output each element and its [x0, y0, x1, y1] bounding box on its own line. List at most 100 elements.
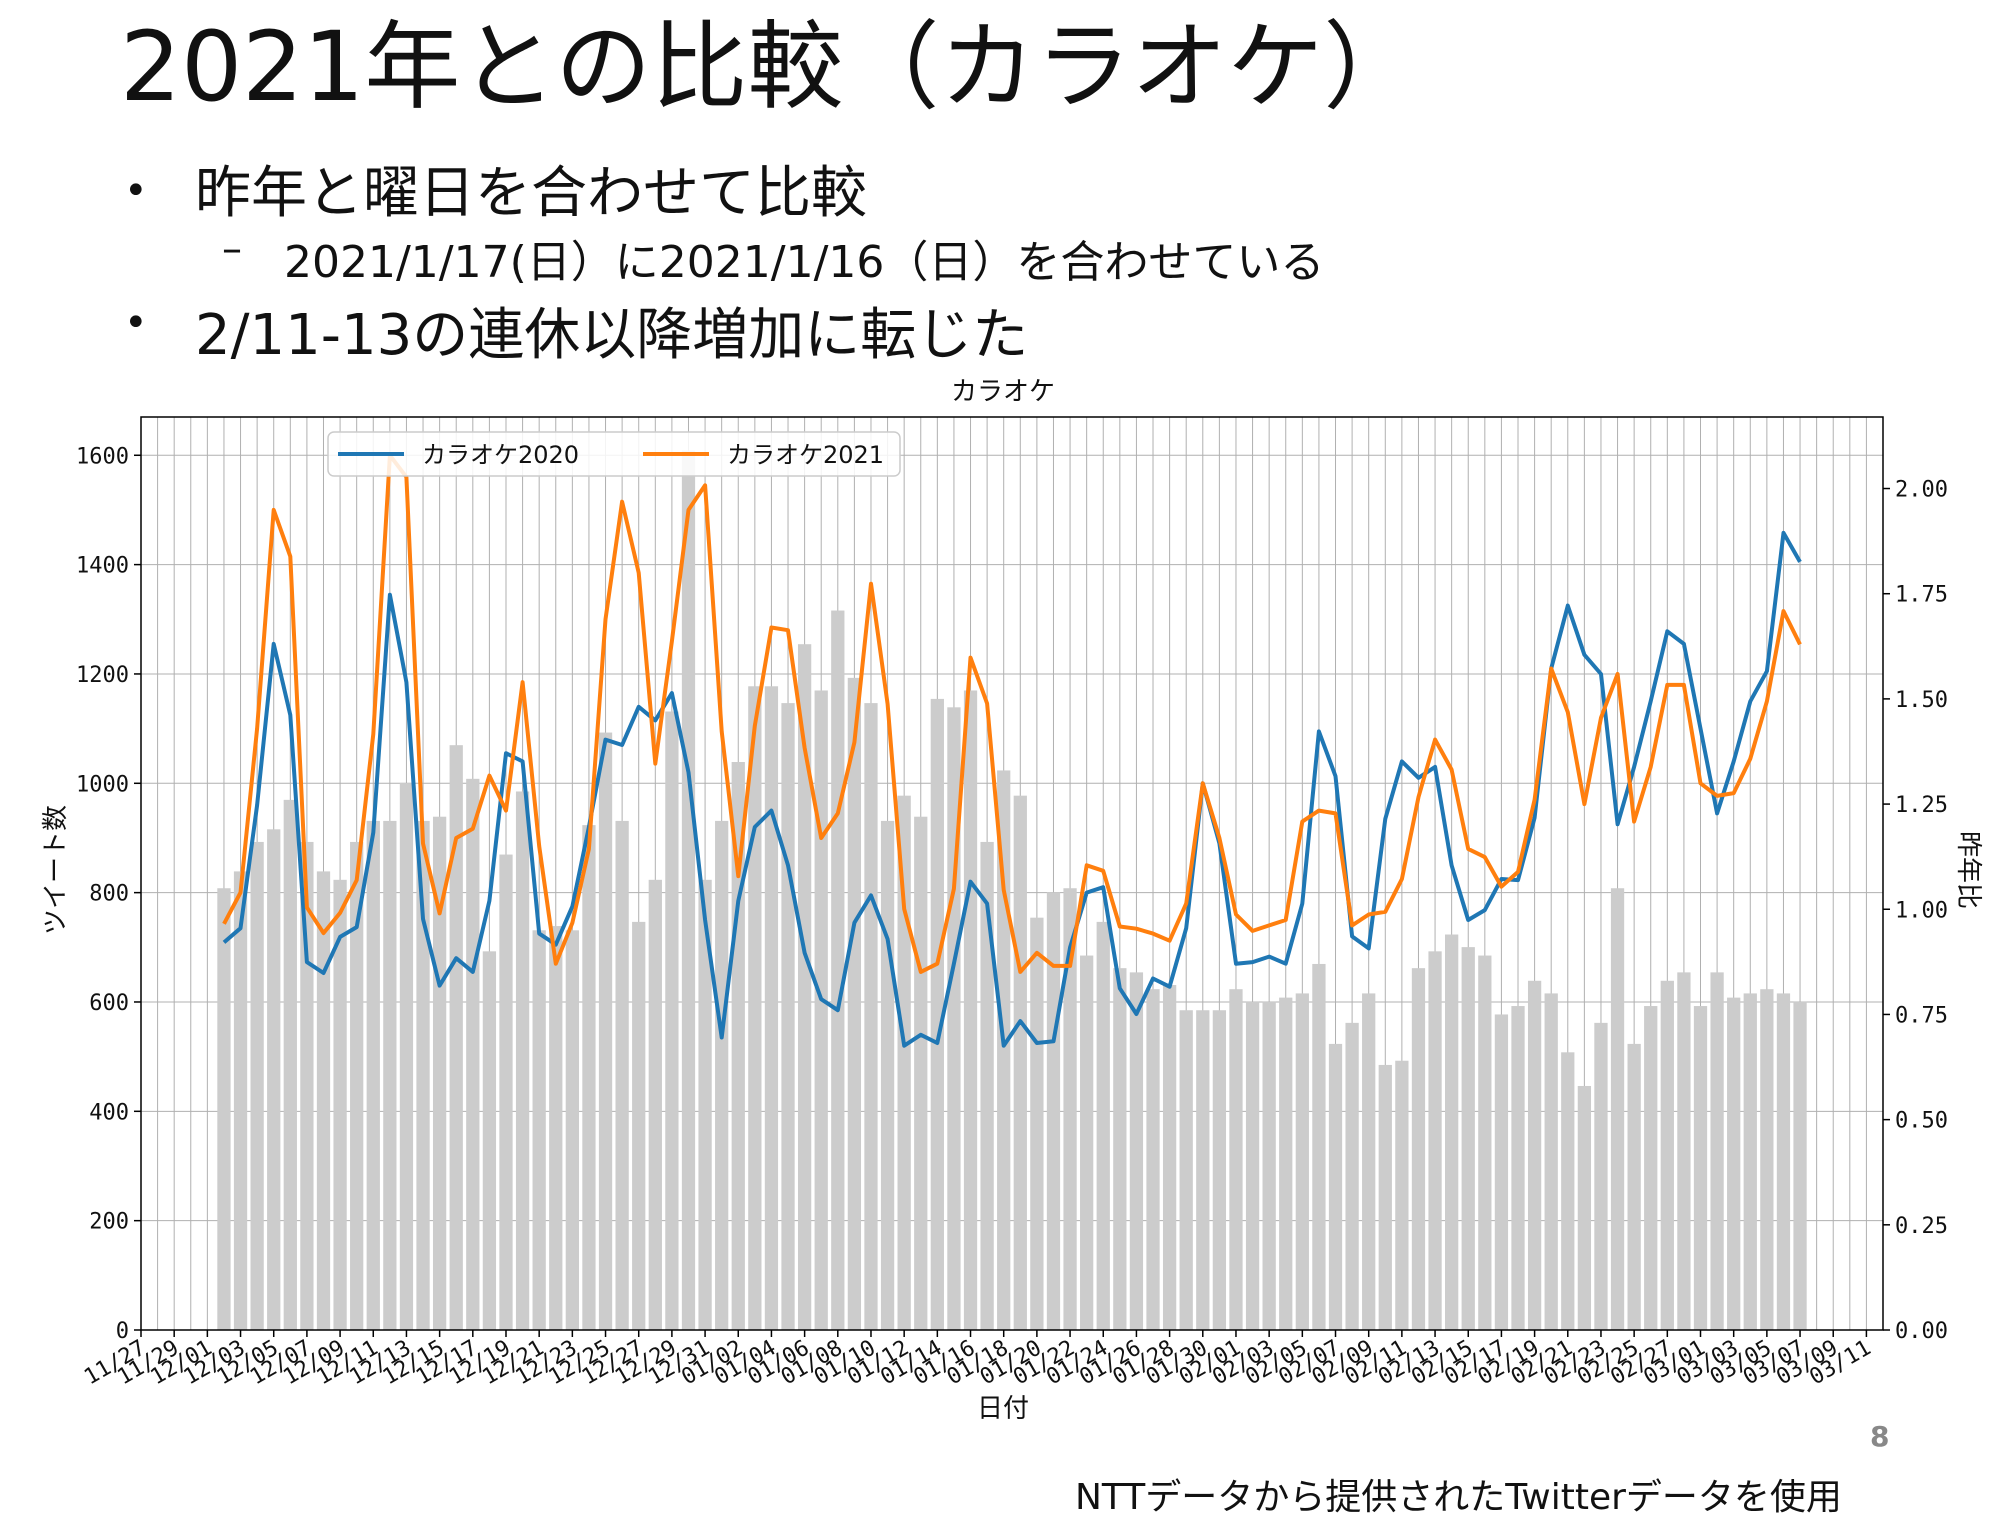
- y-tick-label-left: 800: [89, 882, 129, 907]
- bar: [914, 816, 928, 1330]
- bar: [698, 879, 712, 1330]
- bar: [880, 820, 895, 1330]
- bar: [632, 921, 646, 1330]
- legend-label: カラオケ2020: [422, 441, 579, 469]
- bar: [1445, 934, 1459, 1330]
- bar: [350, 841, 364, 1330]
- y-tick-label-right: 1.75: [1895, 583, 1948, 608]
- y-axis-title-right: 昨年比: [1953, 831, 1983, 909]
- bar: [383, 820, 397, 1330]
- bar: [1527, 980, 1542, 1330]
- bullet-2: 2/11-13の連休以降増加に転じた: [195, 303, 1029, 368]
- bar: [1793, 1001, 1807, 1330]
- bar: [963, 690, 978, 1330]
- bar: [814, 690, 828, 1330]
- bar: [1544, 993, 1558, 1330]
- bar: [831, 610, 845, 1330]
- bar: [1677, 972, 1691, 1330]
- bar: [1046, 892, 1061, 1330]
- bar: [764, 686, 779, 1330]
- bar: [1478, 955, 1492, 1330]
- page-number: 8: [1870, 1420, 1890, 1453]
- bar: [1096, 921, 1110, 1330]
- bar: [1013, 795, 1027, 1330]
- bar: [1627, 1043, 1641, 1330]
- y-tick-label-right: 0.25: [1895, 1214, 1948, 1239]
- bar: [1245, 1001, 1260, 1330]
- bar: [1312, 963, 1326, 1330]
- bar: [1162, 984, 1177, 1330]
- bar: [549, 926, 563, 1330]
- bar: [847, 677, 862, 1330]
- bar: [980, 841, 994, 1330]
- bar: [1776, 993, 1791, 1330]
- bar: [1345, 1022, 1359, 1330]
- bar: [267, 829, 281, 1330]
- chart-title: カラオケ: [951, 377, 1055, 407]
- y-tick-label-left: 1200: [76, 663, 129, 688]
- bar: [731, 762, 745, 1330]
- y-tick-label-left: 1600: [76, 444, 129, 469]
- bar: [1494, 1014, 1509, 1330]
- bar: [515, 791, 530, 1330]
- legend-box: [327, 431, 901, 477]
- bar: [1727, 997, 1741, 1330]
- y-tick-label-right: 0.75: [1895, 1003, 1948, 1028]
- bar: [482, 951, 497, 1330]
- bar: [1660, 980, 1674, 1330]
- bar: [1179, 1010, 1193, 1330]
- bar: [1113, 968, 1127, 1330]
- bar: [681, 450, 696, 1330]
- bar: [1146, 989, 1160, 1330]
- bullet-dot: •: [124, 168, 148, 214]
- bar: [333, 879, 347, 1330]
- bar: [1461, 947, 1475, 1330]
- bar: [1030, 917, 1044, 1330]
- bar: [1063, 888, 1077, 1330]
- y-tick-label-left: 0: [116, 1319, 129, 1344]
- bar: [1511, 1006, 1525, 1330]
- bar: [283, 799, 297, 1330]
- bar: [366, 820, 380, 1330]
- bar: [1743, 993, 1757, 1330]
- bar: [466, 778, 480, 1330]
- bar: [1428, 951, 1442, 1330]
- y-tick-label-right: 2.00: [1895, 478, 1948, 503]
- data-source-note: NTTデータから提供されたTwitterデータを使用: [1075, 1477, 1842, 1518]
- bar: [781, 703, 795, 1330]
- bar: [1279, 997, 1293, 1330]
- bar: [648, 879, 662, 1330]
- bar: [432, 816, 447, 1330]
- series-line-1: [222, 453, 1802, 974]
- y-axis-title-left: ツイート数: [41, 805, 71, 935]
- bar: [1262, 1001, 1276, 1330]
- bar: [1362, 993, 1376, 1330]
- bar: [930, 698, 944, 1330]
- bar: [565, 930, 579, 1330]
- bar: [1229, 989, 1243, 1330]
- y-tick-label-left: 1000: [76, 772, 129, 797]
- sub-bullet-1: 2021/1/17(日）に2021/1/16（日）を合わせている: [284, 237, 1325, 288]
- y-tick-label-right: 1.25: [1895, 793, 1948, 818]
- bar: [1710, 972, 1724, 1330]
- bullet-1: 昨年と曜日を合わせて比較: [195, 161, 867, 226]
- bar: [615, 820, 629, 1330]
- bar: [1610, 888, 1625, 1330]
- bar: [797, 644, 812, 1330]
- bar: [233, 871, 248, 1330]
- bar: [1693, 1006, 1708, 1330]
- y-tick-label-left: 600: [89, 991, 129, 1016]
- bar: [1328, 1043, 1343, 1330]
- legend-label: カラオケ2021: [727, 441, 884, 469]
- bar: [1080, 955, 1094, 1330]
- plot-frame: [140, 416, 1884, 1331]
- y-tick-label-right: 1.00: [1895, 898, 1948, 923]
- bar: [1129, 972, 1144, 1330]
- bar: [532, 930, 546, 1330]
- bar: [250, 841, 264, 1330]
- bar: [598, 732, 613, 1330]
- bar: [715, 820, 729, 1330]
- y-tick-label-right: 1.50: [1895, 688, 1948, 713]
- sub-bullet-dash: –: [222, 226, 242, 272]
